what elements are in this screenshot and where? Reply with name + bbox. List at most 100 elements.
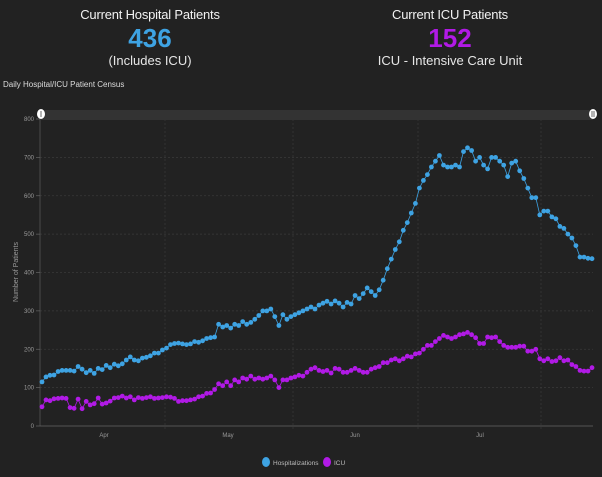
data-point-icu[interactable] [272,377,278,383]
data-point-icu[interactable] [429,343,434,348]
data-point-hospitalizations[interactable] [417,185,422,191]
data-point-hospitalizations[interactable] [164,345,169,351]
data-point-hospitalizations[interactable] [312,306,318,312]
data-point-hospitalizations[interactable] [388,256,394,262]
data-point-icu[interactable] [521,343,527,349]
data-point-hospitalizations[interactable] [272,314,278,319]
data-point-hospitalizations[interactable] [368,289,374,295]
data-point-hospitalizations[interactable] [557,224,563,229]
data-point-hospitalizations[interactable] [252,316,258,322]
data-point-icu[interactable] [136,395,141,400]
data-point-hospitalizations[interactable] [276,323,282,328]
data-point-hospitalizations[interactable] [59,368,65,373]
data-point-icu[interactable] [156,395,161,401]
data-point-hospitalizations[interactable] [525,185,531,191]
range-slider-track[interactable] [40,110,593,120]
data-point-icu[interactable] [489,335,494,341]
data-point-hospitalizations[interactable] [400,227,406,233]
data-point-hospitalizations[interactable] [469,148,474,153]
data-point-icu[interactable] [400,356,406,362]
data-point-icu[interactable] [208,390,214,396]
data-point-icu[interactable] [99,401,105,407]
data-point-icu[interactable] [79,406,85,412]
data-point-hospitalizations[interactable] [51,372,57,378]
data-point-hospitalizations[interactable] [55,369,61,374]
data-point-hospitalizations[interactable] [324,298,330,304]
data-point-hospitalizations[interactable] [344,300,350,305]
data-point-icu[interactable] [541,358,547,364]
data-point-icu[interactable] [332,366,338,371]
data-point-icu[interactable] [433,339,438,344]
data-point-hospitalizations[interactable] [537,212,543,218]
data-point-icu[interactable] [160,395,165,400]
data-point-icu[interactable] [131,397,137,403]
data-point-icu[interactable] [376,364,382,369]
data-point-hospitalizations[interactable] [256,313,262,318]
data-point-icu[interactable] [83,399,89,404]
data-point-hospitalizations[interactable] [288,314,294,319]
data-point-icu[interactable] [425,343,430,348]
data-point-icu[interactable] [396,358,402,364]
data-point-icu[interactable] [224,379,230,385]
data-point-hospitalizations[interactable] [513,158,519,164]
data-point-hospitalizations[interactable] [224,323,230,328]
data-point-hospitalizations[interactable] [493,155,498,160]
data-point-hospitalizations[interactable] [136,358,141,364]
data-point-icu[interactable] [421,346,426,352]
data-point-icu[interactable] [216,381,222,387]
data-point-icu[interactable] [140,396,145,401]
data-point-hospitalizations[interactable] [384,266,390,272]
data-point-hospitalizations[interactable] [131,357,137,363]
data-point-hospitalizations[interactable] [87,368,93,373]
data-point-hospitalizations[interactable] [83,370,89,376]
data-point-icu[interactable] [268,373,274,379]
data-point-hospitalizations[interactable] [188,341,193,347]
data-point-icu[interactable] [180,398,185,404]
data-point-hospitalizations[interactable] [176,340,181,346]
data-point-hospitalizations[interactable] [204,336,210,341]
data-point-icu[interactable] [308,366,314,372]
data-point-icu[interactable] [164,394,169,400]
data-point-hospitalizations[interactable] [441,162,446,168]
range-slider-start-handle[interactable] [37,109,45,119]
data-point-icu[interactable] [256,375,262,381]
data-point-icu[interactable] [589,365,595,371]
data-point-hospitalizations[interactable] [404,220,410,226]
data-point-icu[interactable] [344,369,350,375]
data-point-hospitalizations[interactable] [589,256,595,262]
data-point-hospitalizations[interactable] [152,350,157,356]
data-point-hospitalizations[interactable] [429,164,434,170]
data-point-hospitalizations[interactable] [156,350,161,356]
data-point-hospitalizations[interactable] [445,164,450,170]
data-point-hospitalizations[interactable] [264,308,270,314]
data-point-hospitalizations[interactable] [549,214,555,220]
data-point-icu[interactable] [67,405,73,410]
data-point-hospitalizations[interactable] [107,365,113,371]
data-point-hospitalizations[interactable] [380,277,386,283]
data-point-icu[interactable] [569,362,575,367]
data-point-icu[interactable] [457,332,462,338]
data-point-icu[interactable] [565,357,571,363]
data-point-icu[interactable] [204,391,210,396]
data-point-hospitalizations[interactable] [356,296,362,301]
data-point-hospitalizations[interactable] [280,312,286,318]
data-point-hospitalizations[interactable] [413,201,418,206]
data-point-icu[interactable] [252,376,258,382]
data-point-hospitalizations[interactable] [119,361,125,367]
data-point-hospitalizations[interactable] [71,368,77,374]
data-point-icu[interactable] [380,360,386,366]
data-point-icu[interactable] [232,377,238,383]
data-point-hospitalizations[interactable] [43,374,49,380]
data-point-hospitalizations[interactable] [509,160,515,166]
data-point-icu[interactable] [384,360,390,366]
data-point-hospitalizations[interactable] [127,354,133,360]
data-point-icu[interactable] [192,396,198,402]
data-point-icu[interactable] [284,377,290,383]
data-point-hospitalizations[interactable] [99,367,105,372]
data-point-hospitalizations[interactable] [489,155,494,160]
data-point-hospitalizations[interactable] [115,363,121,369]
data-point-icu[interactable] [71,405,77,411]
data-point-icu[interactable] [328,370,334,376]
data-point-icu[interactable] [200,393,206,399]
data-point-hospitalizations[interactable] [168,342,173,347]
